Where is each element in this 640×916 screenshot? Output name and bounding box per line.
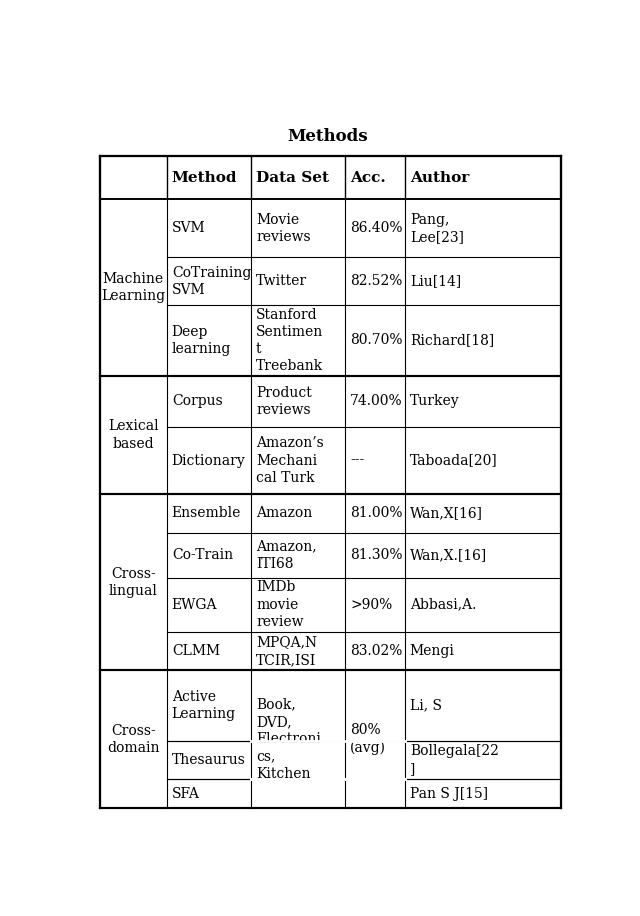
Text: Active
Learning: Active Learning: [172, 690, 236, 721]
Text: Dictionary: Dictionary: [172, 453, 246, 467]
Text: Cross-
domain: Cross- domain: [107, 724, 159, 755]
Text: ---: ---: [350, 453, 365, 467]
Text: CoTraining
SVM: CoTraining SVM: [172, 266, 251, 297]
Text: Abbasi,A.: Abbasi,A.: [410, 598, 476, 612]
Text: Book,
DVD,
Electroni
cs,
Kitchen: Book, DVD, Electroni cs, Kitchen: [256, 698, 321, 781]
Text: Wan,X.[16]: Wan,X.[16]: [410, 548, 487, 562]
Text: 82.52%: 82.52%: [350, 274, 403, 289]
Text: Machine
Learning: Machine Learning: [101, 272, 165, 303]
Text: SVM: SVM: [172, 222, 205, 235]
Text: 80.70%: 80.70%: [350, 333, 403, 347]
Text: Corpus: Corpus: [172, 394, 223, 409]
Text: Pang,
Lee[23]: Pang, Lee[23]: [410, 213, 464, 244]
Text: Data Set: Data Set: [256, 170, 329, 185]
Text: EWGA: EWGA: [172, 598, 217, 612]
Text: Li, S: Li, S: [410, 699, 442, 713]
Text: Taboada[20]: Taboada[20]: [410, 453, 497, 467]
Text: Methods: Methods: [288, 127, 368, 145]
Text: Cross-
lingual: Cross- lingual: [109, 567, 157, 598]
Text: 74.00%: 74.00%: [350, 394, 403, 409]
Text: Twitter: Twitter: [256, 274, 307, 289]
Text: Lexical
based: Lexical based: [108, 420, 159, 451]
Text: Deep
learning: Deep learning: [172, 325, 231, 356]
Text: 86.40%: 86.40%: [350, 222, 403, 235]
Text: Movie
reviews: Movie reviews: [256, 213, 310, 244]
Text: Ensemble: Ensemble: [172, 507, 241, 520]
Text: MPQA,N
TCIR,ISI: MPQA,N TCIR,ISI: [256, 636, 317, 667]
Text: Wan,X[16]: Wan,X[16]: [410, 507, 483, 520]
Text: Liu[14]: Liu[14]: [410, 274, 461, 289]
Text: 81.00%: 81.00%: [350, 507, 403, 520]
Text: Amazon,
ITI68: Amazon, ITI68: [256, 540, 317, 571]
Text: CLMM: CLMM: [172, 644, 220, 659]
Text: Acc.: Acc.: [350, 170, 386, 185]
Text: Method: Method: [172, 170, 237, 185]
Text: Stanford
Sentimen
t
Treebank: Stanford Sentimen t Treebank: [256, 308, 323, 374]
Text: SFA: SFA: [172, 787, 200, 801]
Text: 80%
(avg): 80% (avg): [350, 724, 387, 755]
Text: Turkey: Turkey: [410, 394, 460, 409]
Text: 83.02%: 83.02%: [350, 644, 403, 659]
Text: >90%: >90%: [350, 598, 392, 612]
Text: Richard[18]: Richard[18]: [410, 333, 494, 347]
Text: 81.30%: 81.30%: [350, 548, 403, 562]
Text: Pan S J[15]: Pan S J[15]: [410, 787, 488, 801]
Text: Thesaurus: Thesaurus: [172, 753, 246, 767]
Text: Bollegala[22
]: Bollegala[22 ]: [410, 745, 499, 776]
Text: Author: Author: [410, 170, 469, 185]
Text: IMDb
movie
review: IMDb movie review: [256, 581, 303, 629]
Text: Mengi: Mengi: [410, 644, 454, 659]
Text: Amazon’s
Mechani
cal Turk: Amazon’s Mechani cal Turk: [256, 436, 324, 485]
Text: Co-Train: Co-Train: [172, 548, 233, 562]
Text: Product
reviews: Product reviews: [256, 386, 312, 417]
Text: Amazon: Amazon: [256, 507, 312, 520]
